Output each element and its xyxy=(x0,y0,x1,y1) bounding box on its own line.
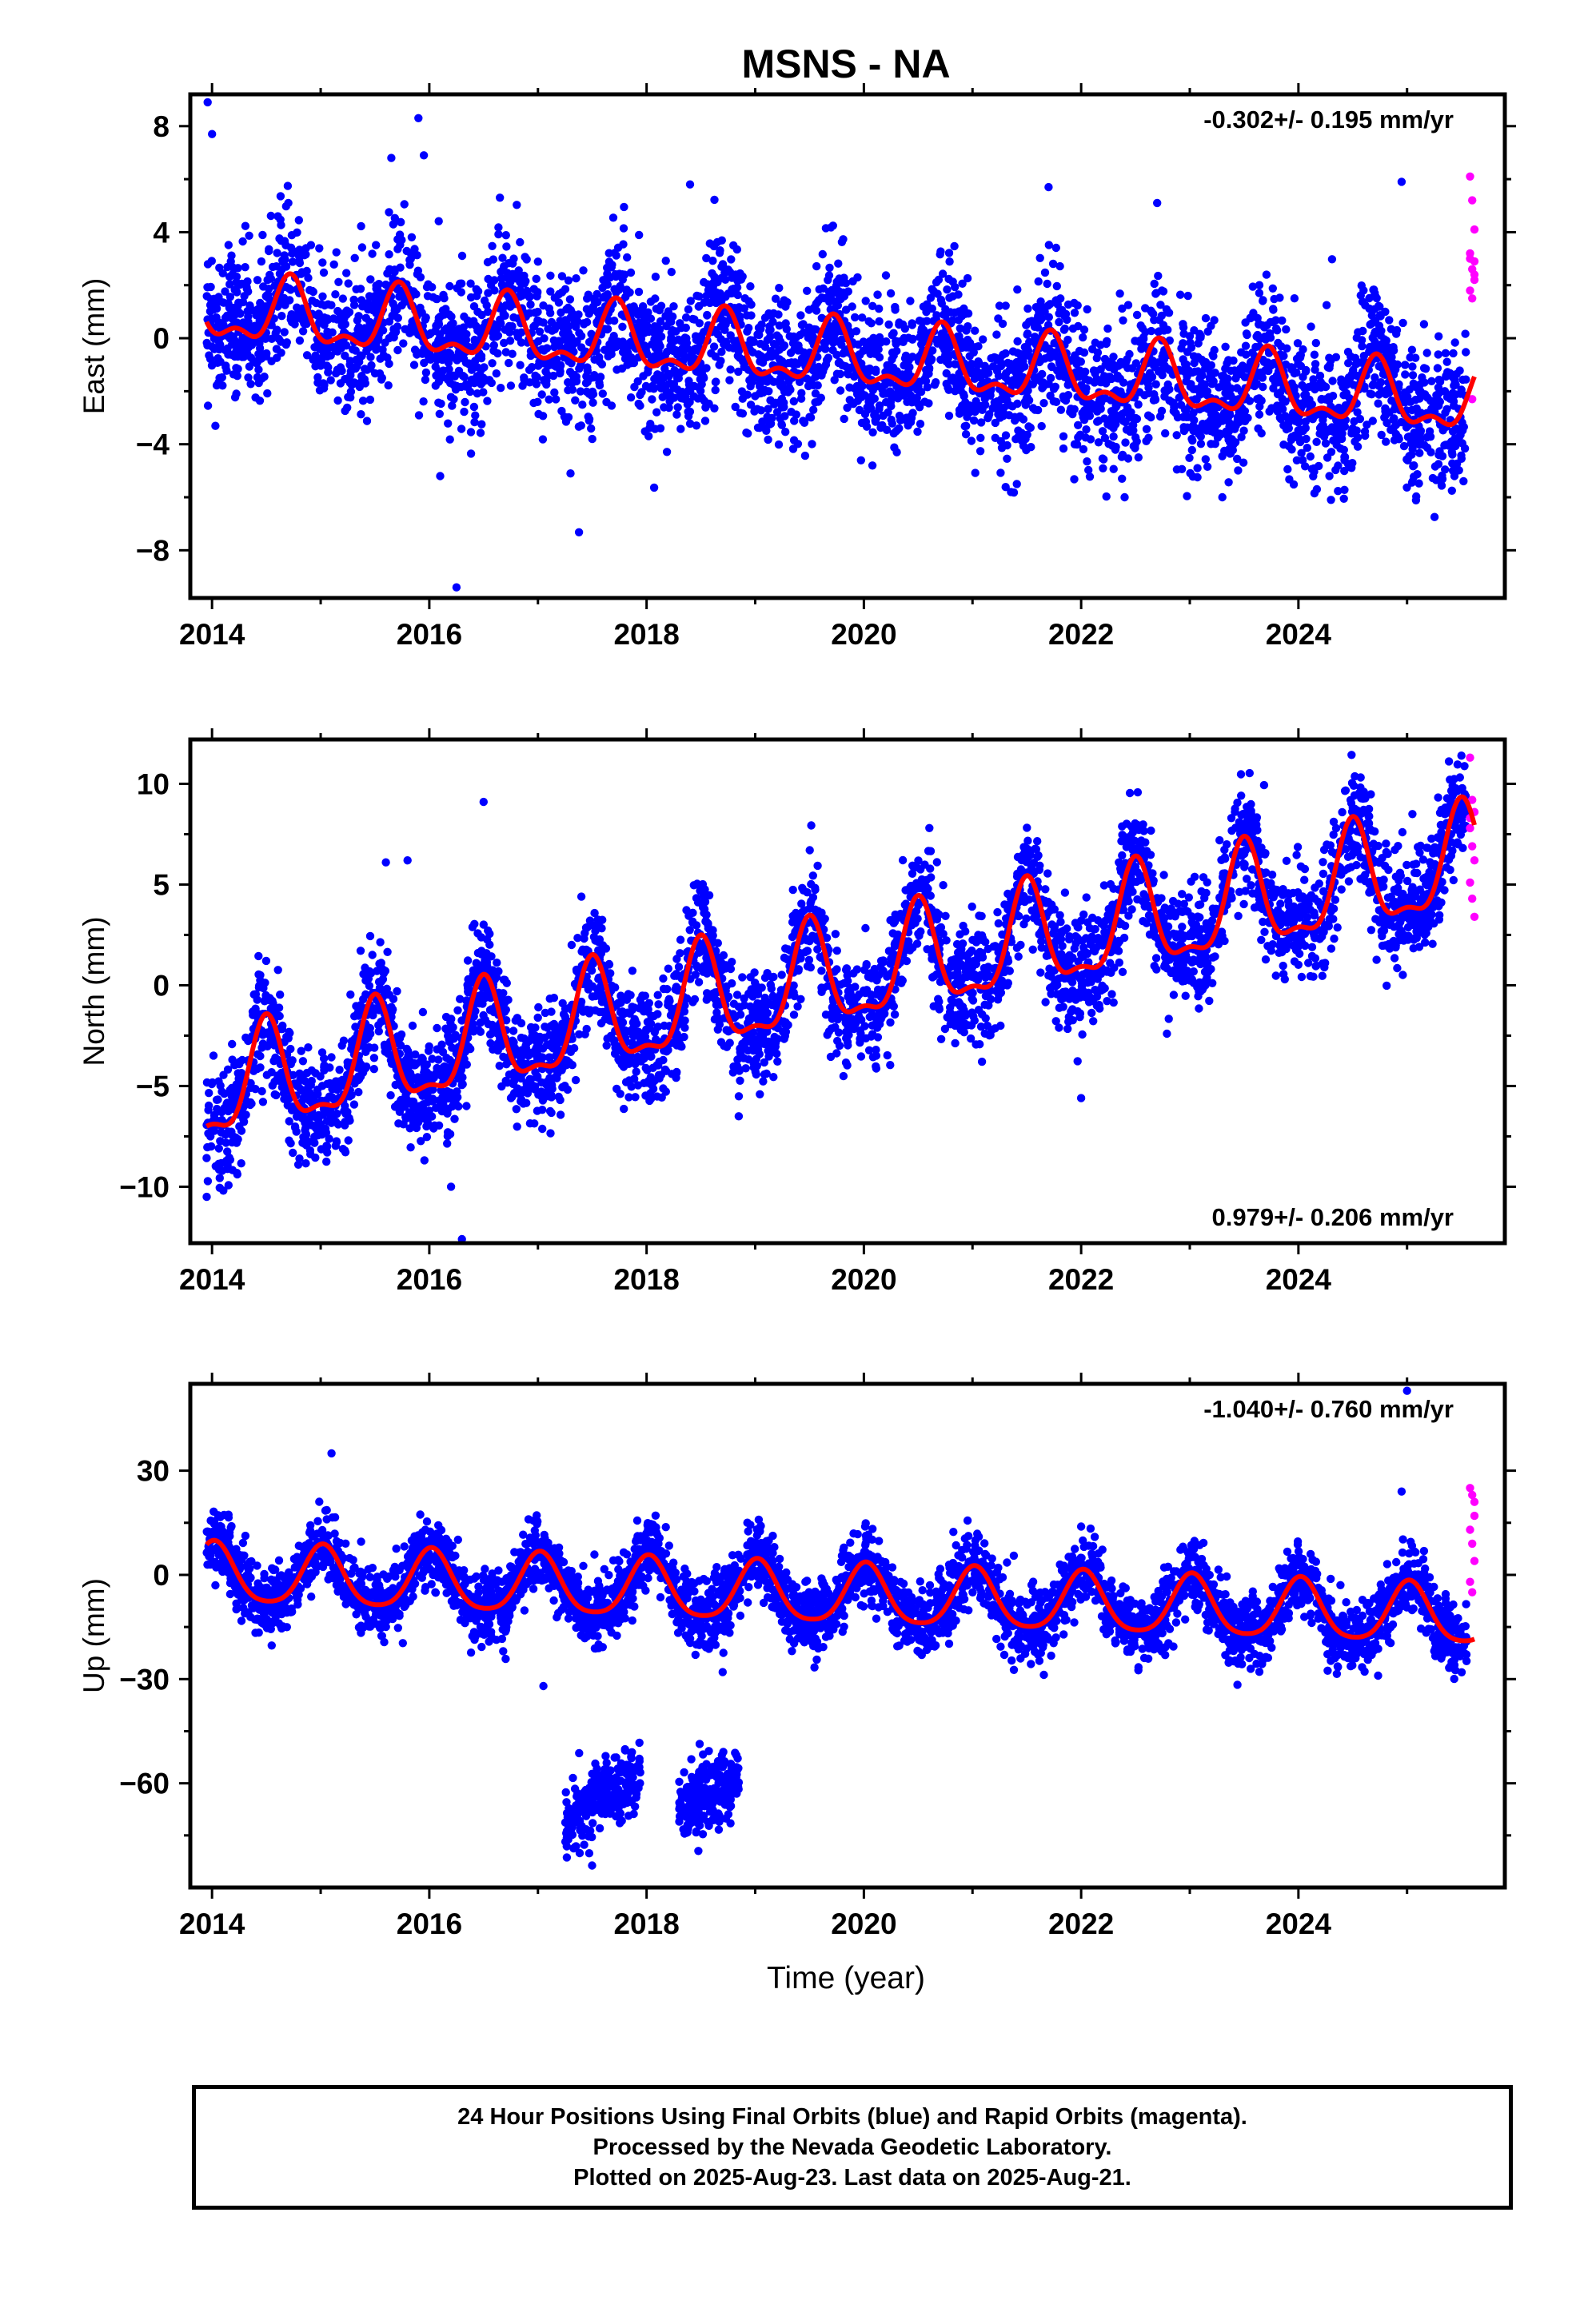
x-tick-label: 2020 xyxy=(831,1263,896,1296)
x-tick-label: 2014 xyxy=(179,618,245,651)
x-tick-label: 2016 xyxy=(397,1907,462,1940)
y-ticks xyxy=(179,1469,1516,1837)
y-tick-label: 0 xyxy=(153,1559,170,1592)
panel-frame xyxy=(188,737,1507,1246)
rapid-orbit-point xyxy=(1470,1557,1479,1565)
panel-frame xyxy=(188,1381,1507,1890)
rapid-orbit-point xyxy=(1470,1497,1479,1506)
x-tick-label: 2020 xyxy=(831,1907,896,1940)
rapid-orbit-point xyxy=(1468,842,1477,851)
rate-label: -1.040+/- 0.760 mm/yr xyxy=(1203,1395,1454,1423)
y-tick-label: −4 xyxy=(136,429,170,461)
rate-label: -0.302+/- 0.195 mm/yr xyxy=(1203,106,1454,134)
y-tick-label: −30 xyxy=(119,1663,170,1696)
x-tick-label: 2018 xyxy=(613,1907,679,1940)
x-tick-label: 2024 xyxy=(1266,618,1332,651)
panel-north: 2014 2016 2018 2020 2022 2024 10 5 0 −5 −10 North (… xyxy=(78,728,1516,1296)
rapid-orbit-point xyxy=(1466,823,1474,833)
x-ticks xyxy=(210,83,1409,609)
x-tick-label: 2022 xyxy=(1048,618,1114,651)
x-tick-label: 2022 xyxy=(1048,1263,1114,1296)
y-tick-label: −10 xyxy=(119,1170,170,1203)
rapid-orbit-points xyxy=(1466,172,1479,404)
rapid-orbit-point xyxy=(1468,894,1477,903)
rapid-orbit-point xyxy=(1468,196,1477,205)
rapid-orbit-point xyxy=(1470,912,1479,922)
y-tick-label: 5 xyxy=(153,868,170,901)
rapid-orbit-point xyxy=(1470,275,1479,285)
rapid-orbit-point xyxy=(1470,225,1479,234)
x-tick-label: 2016 xyxy=(397,618,462,651)
rapid-orbit-points xyxy=(1466,1484,1479,1597)
panel-up: 2014 2016 2018 2020 2022 2024 30 0 −30 −60 Up (mm)… xyxy=(78,1373,1516,1940)
y-tick-label: 30 xyxy=(137,1455,170,1488)
footer-line-1: 24 Hour Positions Using Final Orbits (bl… xyxy=(457,2104,1247,2130)
rapid-orbit-point xyxy=(1468,294,1477,303)
y-tick-label: −60 xyxy=(119,1768,170,1800)
x-tick-label: 2022 xyxy=(1048,1907,1114,1940)
rapid-orbit-point xyxy=(1468,795,1477,804)
rapid-orbit-point xyxy=(1468,395,1477,404)
y-tick-label: −5 xyxy=(136,1070,170,1102)
rapid-orbit-point xyxy=(1466,753,1474,762)
x-tick-label: 2016 xyxy=(397,1263,462,1296)
x-tick-label: 2018 xyxy=(613,1263,679,1296)
model-fit-line xyxy=(205,794,1477,1129)
x-tick-label: 2024 xyxy=(1266,1263,1332,1296)
rapid-orbit-point xyxy=(1466,1484,1474,1493)
rapid-orbit-point xyxy=(1470,1511,1479,1521)
y-axis-label: North (mm) xyxy=(78,916,110,1066)
x-tick-label: 2014 xyxy=(179,1263,245,1296)
x-ticks xyxy=(210,728,1409,1254)
y-tick-label: 0 xyxy=(153,322,170,355)
x-tick-label: 2018 xyxy=(613,618,679,651)
footer-line-2: Processed by the Nevada Geodetic Laborat… xyxy=(592,2135,1112,2160)
x-tick-label: 2014 xyxy=(179,1907,245,1940)
y-ticks xyxy=(179,125,1516,552)
rate-label: 0.979+/- 0.206 mm/yr xyxy=(1212,1203,1454,1231)
y-tick-label: 0 xyxy=(153,969,170,1002)
x-ticks xyxy=(210,1373,1409,1899)
rapid-orbit-point xyxy=(1468,1539,1477,1549)
y-tick-label: 8 xyxy=(153,110,170,143)
panels: 2014 2016 2018 2020 2022 2024 8 4 0 −4 −8 East (mm)… xyxy=(78,83,1516,1940)
plot-area xyxy=(202,1386,1479,1870)
x-tick-label: 2020 xyxy=(831,618,896,651)
rapid-orbit-point xyxy=(1470,257,1479,266)
rapid-orbit-point xyxy=(1470,856,1479,865)
final-orbit-points xyxy=(202,98,1470,592)
rapid-orbit-point xyxy=(1468,1588,1477,1597)
plot-area xyxy=(202,751,1479,1243)
rapid-orbit-point xyxy=(1466,286,1474,295)
y-ticks xyxy=(179,782,1516,1188)
panel-frame xyxy=(188,92,1507,600)
final-orbit-points xyxy=(202,1386,1471,1870)
x-axis-label: Time (year) xyxy=(767,1961,925,1995)
model-fit-line xyxy=(204,271,1477,428)
footer-caption-box: 24 Hour Positions Using Final Orbits (bl… xyxy=(192,2085,1513,2210)
rapid-orbit-point xyxy=(1466,1577,1474,1586)
plot-area xyxy=(202,98,1479,592)
y-tick-label: 4 xyxy=(153,216,170,249)
rapid-orbit-point xyxy=(1466,172,1474,181)
y-axis-label: Up (mm) xyxy=(78,1578,110,1693)
x-tick-label: 2024 xyxy=(1266,1907,1332,1940)
chart-title: MSNS - NA xyxy=(741,42,950,86)
rapid-orbit-point xyxy=(1466,878,1474,887)
y-axis-label: East (mm) xyxy=(78,278,110,415)
y-tick-label: 10 xyxy=(137,767,170,800)
rapid-orbit-point xyxy=(1468,1490,1477,1500)
panel-east: 2014 2016 2018 2020 2022 2024 8 4 0 −4 −8 East (mm)… xyxy=(78,83,1516,651)
rapid-orbit-points xyxy=(1466,753,1479,922)
model-fit-line xyxy=(205,1537,1476,1644)
footer-line-3: Plotted on 2025-Aug-23. Last data on 202… xyxy=(573,2165,1131,2190)
rapid-orbit-point xyxy=(1466,1525,1474,1534)
y-tick-label: −8 xyxy=(136,534,170,567)
